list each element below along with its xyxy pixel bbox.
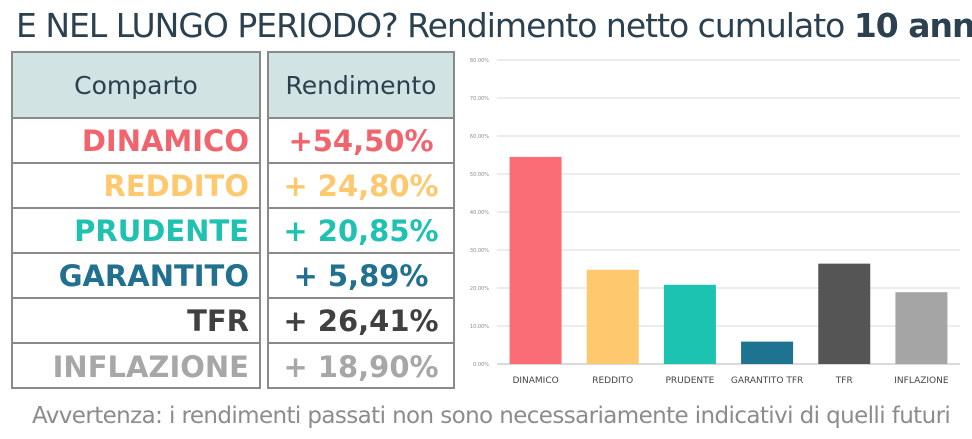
grid-layer (497, 59, 960, 365)
comparto-cell: TFR (13, 299, 259, 344)
y-tick-label: 40.00% (470, 210, 489, 216)
comparto-cell: PRUDENTE (13, 209, 259, 254)
rendimento-cell: +54,50% (269, 119, 453, 164)
bar-chart: 0.00% 10.00% 20.00% 30.00% 40.00% 50.00% 60.00… (462, 50, 968, 400)
y-tick-label: 60.00% (470, 134, 489, 140)
y-tick-label: 50.00% (470, 172, 489, 178)
bar-layer (509, 156, 948, 364)
page-title: E NEL LUNGO PERIODO? Rendimento netto cu… (16, 2, 972, 50)
title-text: E NEL LUNGO PERIODO? Rendimento netto cu… (16, 6, 845, 45)
disclaimer-note: Avvertenza: i rendimenti passati non son… (32, 403, 951, 429)
y-tick-label: 0.00% (473, 362, 489, 368)
bar-prudente (663, 284, 716, 364)
title-bold-text: 10 anni (853, 6, 972, 45)
y-tick-label: 20.00% (470, 286, 489, 292)
comparto-cell: GARANTITO (13, 254, 259, 299)
y-tick-label: 30.00% (470, 248, 489, 254)
rendimento-cell: + 24,80% (269, 164, 453, 209)
comparto-header: Comparto (13, 53, 259, 119)
rendimento-cell: + 18,90% (283, 349, 439, 384)
bar-reddito (586, 269, 639, 364)
x-tick-label: INFLAZIONE (894, 376, 949, 386)
y-tick-label: 80.00% (470, 58, 489, 64)
bar-inflazione (895, 292, 948, 364)
bar-chart-svg: 0.00% 10.00% 20.00% 30.00% 40.00% 50.00% 60.00… (470, 58, 960, 386)
comparto-column: Comparto DINAMICO REDDITO PRUDENTE GARAN… (11, 51, 261, 389)
x-tick-label: GARANTITO TFR (731, 376, 803, 386)
x-tick-label: TFR (835, 376, 853, 386)
rendimento-header: Rendimento (269, 53, 453, 119)
x-tick-label: REDDITO (592, 376, 633, 386)
y-tick-label: 10.00% (470, 324, 489, 330)
x-tick-label: PRUDENTE (666, 376, 715, 386)
label-layer: 0.00% 10.00% 20.00% 30.00% 40.00% 50.00% 60.00… (470, 58, 949, 386)
rendimento-cell: + 20,85% (269, 209, 453, 254)
rendimento-column: Rendimento +54,50% + 24,80% + 20,85% + 5… (267, 51, 455, 389)
comparto-cell: INFLAZIONE (52, 349, 249, 384)
bar-garantito-tfr (741, 341, 794, 364)
bar-dinamico (509, 156, 562, 364)
x-tick-label: DINAMICO (512, 376, 558, 386)
rendimento-cell: + 5,89% (269, 254, 453, 299)
comparto-cell: DINAMICO (13, 119, 259, 164)
comparto-cell: REDDITO (13, 164, 259, 209)
bar-tfr (818, 263, 871, 364)
rendimento-cell: + 26,41% (269, 299, 453, 344)
y-tick-label: 70.00% (470, 96, 489, 102)
